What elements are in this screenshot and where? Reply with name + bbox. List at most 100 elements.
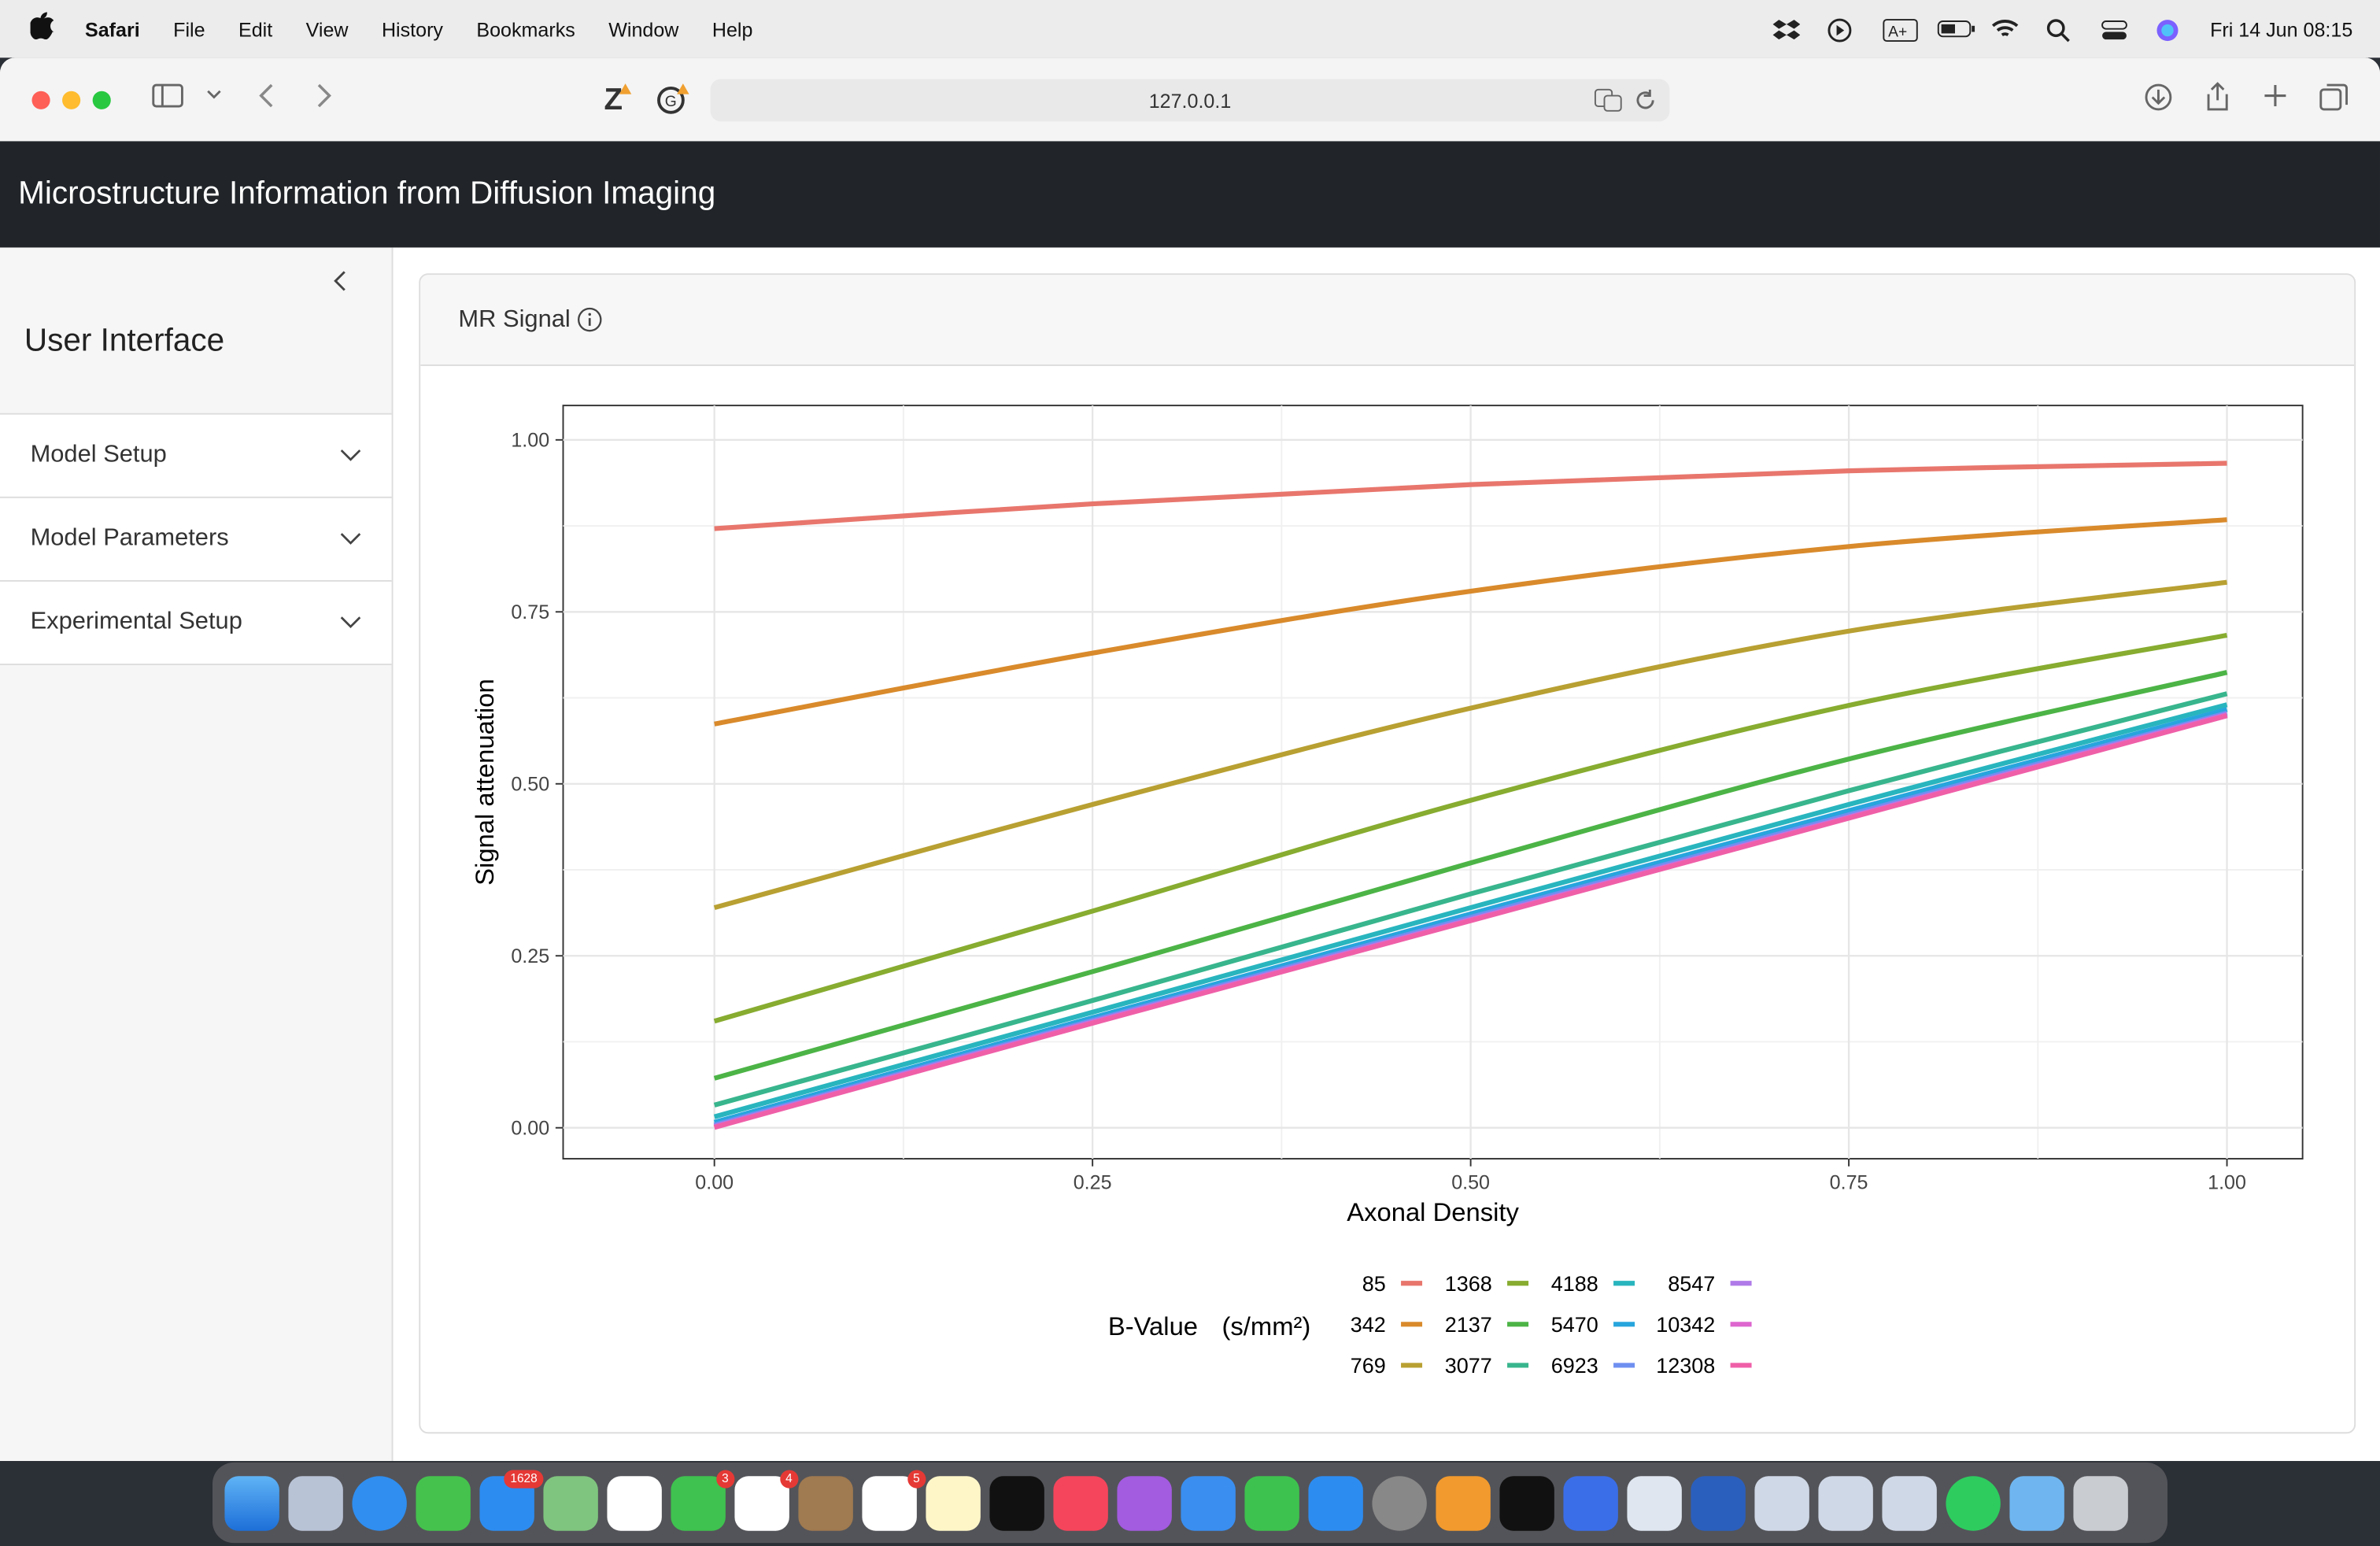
forward-icon[interactable] bbox=[307, 82, 340, 115]
reload-icon[interactable] bbox=[1633, 88, 1658, 117]
apple-icon[interactable] bbox=[29, 11, 58, 46]
grammarly-extension-icon[interactable]: G bbox=[656, 82, 689, 115]
svg-text:Z: Z bbox=[604, 83, 623, 116]
main-content: MR Signal 0.00 0.25 0.50 0.75 1.00 0.00 0.25 0.… bbox=[393, 247, 2380, 1461]
siri-icon[interactable] bbox=[2156, 18, 2183, 42]
mail-badge: 1628 bbox=[504, 1469, 544, 1488]
chevron-down-icon[interactable] bbox=[198, 82, 231, 115]
photos-icon[interactable] bbox=[607, 1475, 662, 1530]
browser-window: Z G 127.0.0.1 Microstructure Information… bbox=[0, 57, 2380, 1461]
legend-label: 1368 bbox=[1445, 1272, 1492, 1296]
y-tick-label: 0.75 bbox=[511, 601, 549, 623]
whatsapp-icon[interactable] bbox=[1946, 1475, 2001, 1530]
axis-ticks: 0.00 0.25 0.50 0.75 1.00 0.00 0.25 0.50 0.75 1.00 bbox=[511, 429, 2246, 1193]
apple-tv-icon[interactable] bbox=[989, 1475, 1044, 1530]
contacts-icon[interactable] bbox=[798, 1475, 853, 1530]
menu-history[interactable]: History bbox=[381, 17, 443, 41]
x-axis-label: Axonal Density bbox=[1347, 1197, 1519, 1226]
trash-icon[interactable] bbox=[2073, 1475, 2128, 1530]
r-app-icon[interactable] bbox=[1882, 1475, 1937, 1530]
legend-label: 6923 bbox=[1551, 1354, 1598, 1378]
sidebar-toggle-icon[interactable] bbox=[152, 82, 185, 115]
back-icon[interactable] bbox=[250, 82, 283, 115]
keynote-icon[interactable] bbox=[1181, 1475, 1236, 1530]
legend-title: B-Value bbox=[1108, 1311, 1198, 1341]
series-line-85 bbox=[714, 460, 2227, 531]
podcasts-icon[interactable] bbox=[1117, 1475, 1172, 1530]
r-app-icon[interactable] bbox=[1818, 1475, 1873, 1530]
menu-clock[interactable]: Fri 14 Jun 08:15 bbox=[2210, 17, 2353, 41]
legend-label: 5470 bbox=[1551, 1313, 1598, 1337]
folder-icon[interactable] bbox=[2009, 1475, 2064, 1530]
mail-icon[interactable]: 1628 bbox=[479, 1469, 544, 1530]
series-line-12308 bbox=[713, 713, 2228, 1130]
close-window-button[interactable] bbox=[31, 91, 50, 109]
minimize-window-button[interactable] bbox=[62, 91, 81, 109]
menu-view[interactable]: View bbox=[305, 17, 349, 41]
maps-icon[interactable] bbox=[543, 1475, 598, 1530]
play-icon[interactable] bbox=[1828, 18, 1855, 43]
collapse-sidebar-button[interactable] bbox=[331, 268, 349, 301]
menu-help[interactable]: Help bbox=[711, 17, 753, 41]
share-icon[interactable] bbox=[2201, 82, 2234, 115]
info-icon[interactable] bbox=[576, 307, 602, 333]
messages-icon[interactable] bbox=[416, 1475, 471, 1530]
text-size-icon[interactable]: A+ bbox=[1883, 18, 1918, 43]
app-store-icon[interactable] bbox=[1308, 1475, 1363, 1530]
zoom-window-button[interactable] bbox=[92, 91, 111, 109]
system-settings-icon[interactable] bbox=[1372, 1475, 1427, 1530]
y-axis-label: Signal attenuation bbox=[470, 679, 499, 886]
zotero-extension-icon[interactable]: Z bbox=[601, 82, 634, 117]
calendar-icon[interactable]: 4 bbox=[734, 1469, 799, 1530]
wifi-icon[interactable] bbox=[1991, 18, 2019, 39]
mr-signal-chart: 0.00 0.25 0.50 0.75 1.00 0.00 0.25 0.50 0.75 1.00… bbox=[470, 405, 2304, 1378]
accordion-label: Model Setup bbox=[30, 442, 167, 468]
r-app-icon[interactable] bbox=[1754, 1475, 1809, 1530]
launchpad-icon[interactable] bbox=[288, 1475, 343, 1530]
safari-icon[interactable] bbox=[352, 1475, 407, 1530]
accordion-model-parameters[interactable]: Model Parameters bbox=[0, 498, 392, 582]
menu-file[interactable]: File bbox=[173, 17, 205, 41]
series-line-769 bbox=[713, 579, 2227, 911]
menu-bookmarks[interactable]: Bookmarks bbox=[476, 17, 575, 41]
calendar-badge: 4 bbox=[779, 1469, 799, 1488]
reminders-badge: 5 bbox=[907, 1469, 926, 1488]
menu-app-name[interactable]: Safari bbox=[84, 17, 140, 41]
accordion-model-setup[interactable]: Model Setup bbox=[0, 415, 392, 498]
browser-toolbar: Z G 127.0.0.1 bbox=[0, 57, 2380, 143]
facetime-icon[interactable]: 3 bbox=[671, 1469, 735, 1530]
app-title: Microstructure Information from Diffusio… bbox=[18, 176, 716, 212]
menu-edit[interactable]: Edit bbox=[238, 17, 273, 41]
control-center-icon[interactable] bbox=[2101, 18, 2128, 40]
search-icon[interactable] bbox=[2046, 18, 2074, 43]
translate-icon[interactable] bbox=[1594, 88, 1624, 117]
preview-icon[interactable] bbox=[1627, 1475, 1682, 1530]
menu-window[interactable]: Window bbox=[608, 17, 679, 41]
legend-label: 85 bbox=[1362, 1272, 1386, 1296]
legend-label: 8547 bbox=[1668, 1272, 1715, 1296]
downloads-icon[interactable] bbox=[2142, 82, 2175, 115]
terminal-icon[interactable] bbox=[1499, 1475, 1554, 1530]
finder-icon[interactable] bbox=[224, 1475, 279, 1530]
new-tab-icon[interactable] bbox=[2259, 82, 2292, 115]
notes-icon[interactable] bbox=[926, 1475, 981, 1530]
reminders-icon[interactable]: 5 bbox=[862, 1469, 926, 1530]
sidebar: User Interface Model Setup Model Paramet… bbox=[0, 247, 394, 1461]
music-icon[interactable] bbox=[1053, 1475, 1108, 1530]
y-tick-label: 0.50 bbox=[511, 773, 549, 795]
accordion-experimental-setup[interactable]: Experimental Setup bbox=[0, 582, 392, 666]
word-icon[interactable] bbox=[1691, 1475, 1746, 1530]
address-bar[interactable]: 127.0.0.1 bbox=[710, 79, 1670, 122]
dropbox-icon[interactable] bbox=[1772, 18, 1801, 40]
numbers-icon[interactable] bbox=[1244, 1475, 1299, 1530]
signal-icon[interactable] bbox=[1563, 1475, 1618, 1530]
dock: 1628 3 4 5 bbox=[212, 1462, 2168, 1544]
svg-text:A+: A+ bbox=[1888, 24, 1907, 40]
battery-icon[interactable] bbox=[1937, 18, 1975, 39]
series-line-1368 bbox=[713, 632, 2228, 1024]
legend-label: 342 bbox=[1351, 1313, 1386, 1337]
sidebar-title: User Interface bbox=[24, 323, 225, 359]
tab-overview-icon[interactable] bbox=[2318, 82, 2351, 115]
legend-label: 769 bbox=[1351, 1354, 1386, 1378]
pages-icon[interactable] bbox=[1436, 1475, 1491, 1530]
